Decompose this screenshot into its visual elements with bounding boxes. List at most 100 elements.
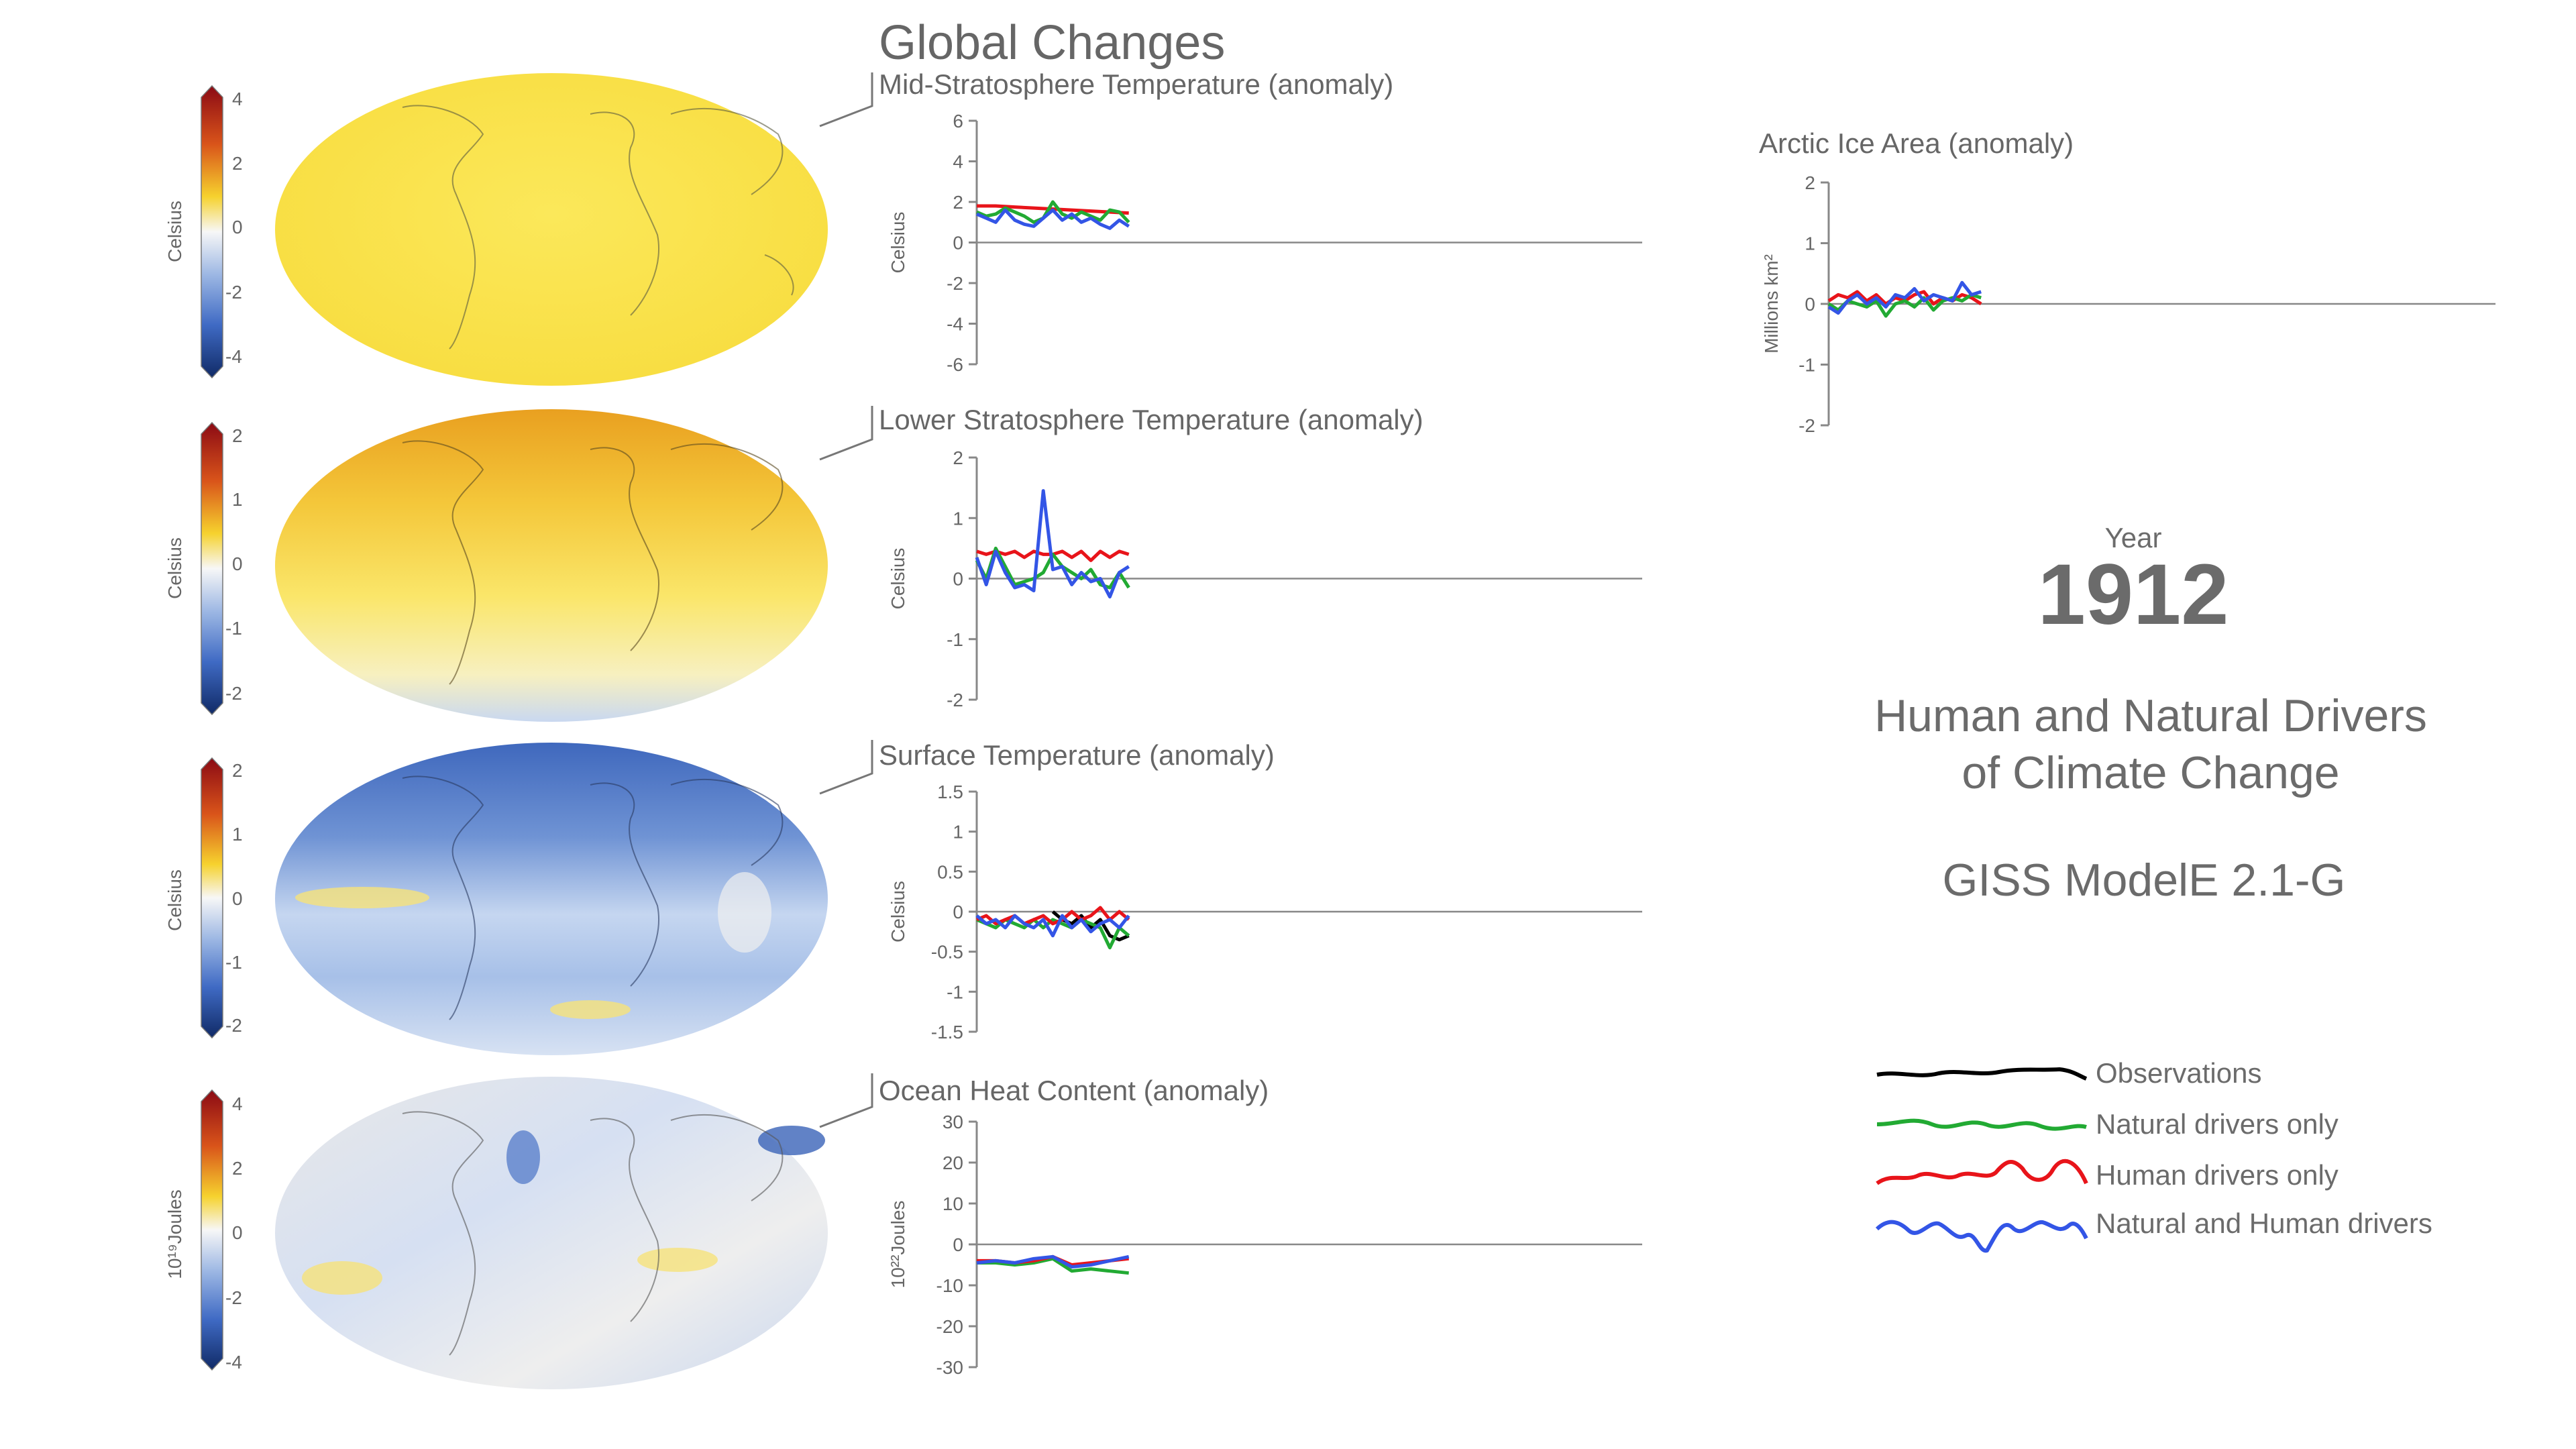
map-patch [758, 1126, 825, 1155]
y-tick-label: 0 [953, 569, 963, 590]
colorbar-tick: -2 [225, 683, 242, 704]
series-line-natural-and-human-drivers [1827, 280, 1982, 315]
map-patch [550, 1000, 631, 1019]
colorbar-tick: -2 [225, 282, 242, 303]
y-tick-label: 2 [1805, 172, 1815, 193]
y-tick-label: -1 [947, 981, 963, 1002]
y-tick-label: 1.5 [937, 782, 963, 802]
colorbar-tick: -2 [225, 1287, 242, 1308]
colorbar [201, 1089, 223, 1371]
world-map [275, 409, 828, 722]
series-line-natural-drivers-only [976, 200, 1130, 224]
map-ocean-heat: 4 2 0 -2 -4 10¹⁹Joules [164, 1073, 873, 1389]
colorbar-tick: 1 [232, 824, 243, 845]
map-mid-stratosphere: 4 2 0 -2 -4 Celsius [164, 72, 873, 386]
y-tick-label: -1.5 [931, 1022, 963, 1042]
colorbar-tick: 0 [232, 1222, 243, 1243]
y-tick-label: -10 [936, 1275, 963, 1296]
info-title-line1: Human and Natural Drivers [1874, 690, 2427, 741]
colorbar-tick: -4 [225, 1352, 242, 1373]
y-tick-label: 6 [953, 111, 963, 131]
callout-line [819, 740, 873, 795]
colorbar-tick: 2 [232, 425, 243, 446]
colorbar-tick: 0 [232, 553, 243, 574]
y-tick-label: 0 [953, 902, 963, 922]
colorbar-tick: 4 [232, 89, 243, 109]
y-tick-label: -2 [1799, 415, 1815, 436]
y-tick-label: -30 [936, 1357, 963, 1378]
y-tick-label: 2 [953, 447, 963, 468]
map-patch [302, 1261, 382, 1295]
continent-outlines [402, 1111, 784, 1356]
charts-layer: Mid-Stratosphere Temperature (anomaly) Ce… [879, 68, 2496, 1378]
y-tick-label: 0 [953, 233, 963, 254]
y-tick-label: -2 [947, 273, 963, 294]
colorbar-tick: -4 [225, 346, 242, 367]
series-line-natural-and-human-drivers [976, 208, 1130, 230]
map-patch [295, 887, 429, 908]
year-value: 1912 [2038, 547, 2229, 643]
colorbar-tick: 2 [232, 760, 243, 781]
colorbar-tick: -2 [225, 1015, 242, 1036]
world-map [275, 743, 828, 1055]
series-line-natural-and-human-drivers [975, 914, 1130, 938]
info-title-line2: of Climate Change [1962, 747, 2339, 798]
colorbar [201, 421, 223, 716]
callout-line [819, 72, 873, 127]
continent-outlines [402, 105, 794, 350]
y-axis-label: Celsius [888, 881, 908, 943]
y-tick-label: 1 [953, 508, 963, 529]
chart-2: Lower Stratosphere Temperature (anomaly)… [879, 404, 1642, 710]
chart-1: Mid-Stratosphere Temperature (anomaly) Ce… [879, 68, 1642, 375]
chart-4: Ocean Heat Content (anomaly) 10²²Joules 30… [879, 1075, 1642, 1378]
legend-label: Human drivers only [2096, 1159, 2339, 1191]
year-label: Year [2105, 522, 2162, 553]
colorbar-tick: 1 [232, 489, 243, 510]
colorbar [201, 85, 223, 379]
colorbar-unit: Celsius [164, 869, 185, 931]
y-axis-label: 10²²Joules [888, 1201, 908, 1289]
y-tick-label: 0 [953, 1234, 963, 1255]
chart-title: Mid-Stratosphere Temperature (anomaly) [879, 68, 1393, 100]
legend-swatch-observations [1876, 1067, 2088, 1081]
legend-label: Natural drivers only [2096, 1108, 2339, 1140]
series-line-natural-drivers-only [1827, 292, 1982, 318]
colorbar [201, 757, 223, 1039]
continent-outlines [402, 775, 784, 1020]
colorbar-tick: 2 [232, 153, 243, 174]
map-patch [718, 872, 771, 953]
y-axis-label: Celsius [888, 212, 908, 274]
continent-outlines [402, 440, 784, 685]
y-tick-label: -4 [947, 314, 963, 335]
world-map [275, 73, 828, 386]
colorbar-tick: -1 [225, 952, 242, 973]
colorbar-tick: 0 [232, 888, 243, 909]
world-map [275, 1077, 828, 1389]
callout-line [819, 1073, 873, 1128]
y-tick-label: 0 [1805, 294, 1815, 315]
chart-3: Surface Temperature (anomaly) Celsius 1.5 1… [879, 739, 1642, 1042]
legend-swatch-combined [1875, 1220, 2088, 1253]
page-title: Global Changes [879, 16, 1225, 70]
chart-title: Arctic Ice Area (anomaly) [1759, 127, 2074, 159]
colorbar-unit: Celsius [164, 537, 185, 599]
series-line-natural-drivers-only [977, 1256, 1129, 1275]
y-tick-label: -20 [936, 1316, 963, 1337]
y-tick-label: -6 [947, 354, 963, 375]
legend-label: Observations [2096, 1057, 2261, 1089]
colorbar-unit: Celsius [164, 201, 185, 262]
legend-swatch-natural [1876, 1118, 2087, 1131]
y-tick-label: -0.5 [931, 942, 963, 963]
legend-swatch-human [1876, 1159, 2088, 1185]
model-name: GISS ModelE 2.1-G [1943, 855, 2346, 906]
colorbar-tick: -1 [225, 618, 242, 639]
chart-title: Surface Temperature (anomaly) [879, 739, 1275, 771]
chart-5: Arctic Ice Area (anomaly) Millions km² 2 1 0… [1759, 127, 2496, 436]
colorbar-tick: 0 [232, 217, 243, 237]
y-tick-label: 1 [953, 822, 963, 843]
y-tick-label: 4 [953, 152, 963, 172]
map-surface: 2 1 0 -1 -2 Celsius [164, 740, 873, 1055]
y-tick-label: 10 [943, 1193, 963, 1214]
map-lower-stratosphere: 2 1 0 -1 -2 Celsius [164, 406, 873, 722]
